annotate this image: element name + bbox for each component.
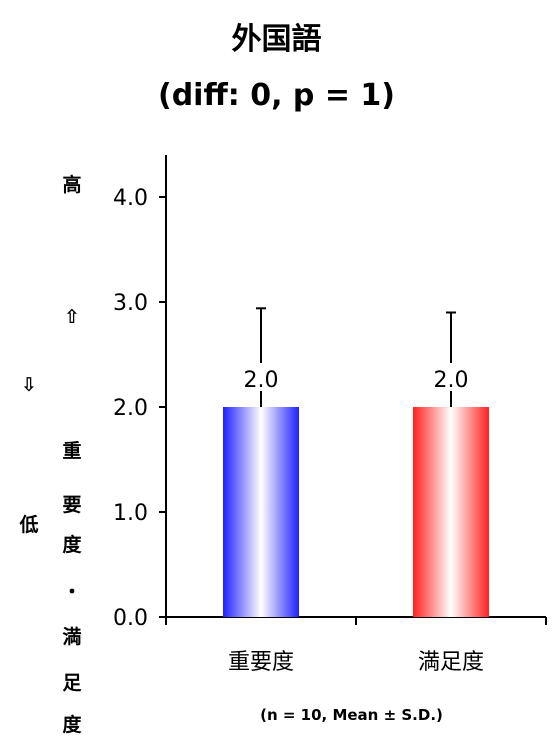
data-label-0: 2.0: [244, 368, 279, 393]
ylabel-char-6: 足: [62, 672, 82, 694]
category-label-0: 重要度: [228, 650, 294, 675]
ylabel-char-4: ・: [62, 581, 82, 603]
ylabel-char-2: 要: [62, 494, 82, 516]
bar-0: [223, 407, 299, 617]
data-label-bg-1: [427, 363, 475, 391]
ylabel-char-1: 重: [62, 440, 82, 462]
ylabel-high: 高: [62, 174, 82, 196]
y-tick-label-2: 2.0: [113, 396, 148, 421]
ylabel-char-7: 度: [62, 714, 82, 736]
y-tick-label-1: 1.0: [113, 501, 148, 526]
chart-title: 外国語: [231, 22, 322, 57]
chart-note: (n = 10, Mean ± S.D.): [260, 706, 443, 724]
bar-1: [413, 407, 489, 617]
ylabel-char-3: 度: [62, 534, 82, 556]
y-tick-label-0: 0.0: [113, 606, 148, 631]
chart-subtitle: (diff: 0, p = 1): [157, 78, 395, 113]
data-label-bg-0: [237, 363, 285, 391]
category-label-1: 満足度: [418, 650, 484, 675]
ylabel-down-arrow: ⇩: [21, 374, 37, 396]
data-label-1: 2.0: [434, 368, 469, 393]
y-tick-label-3: 3.0: [113, 291, 148, 316]
ylabel-up-arrow: ⇧: [64, 306, 80, 328]
ylabel-low: 低: [19, 514, 39, 536]
ylabel-char-5: 満: [62, 626, 82, 648]
y-tick-label-4: 4.0: [113, 186, 148, 211]
